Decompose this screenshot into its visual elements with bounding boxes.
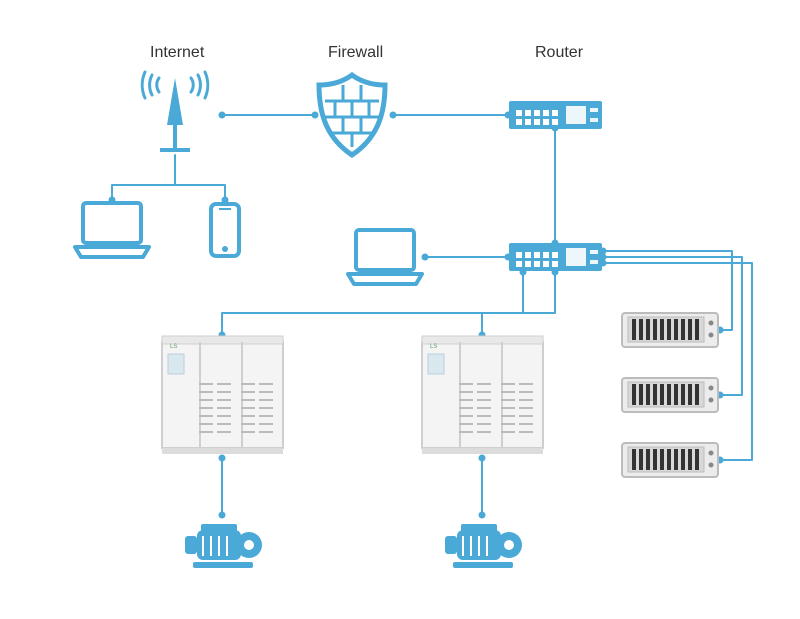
laptop2-laptop <box>344 226 426 288</box>
rack1-rack <box>620 307 720 353</box>
switch2-switch <box>508 242 603 272</box>
motor1-motor <box>183 516 267 574</box>
firewall-shield <box>313 71 391 159</box>
rack2-rack <box>620 372 720 418</box>
router-switch <box>508 100 603 130</box>
motor2-motor <box>443 516 527 574</box>
firewall-label: Firewall <box>328 44 383 62</box>
svg-text:LS: LS <box>430 344 437 350</box>
phone-phone <box>208 201 242 259</box>
cabinet1-cabinet: LS <box>160 334 285 456</box>
cabinet2-cabinet: LS <box>420 334 545 456</box>
router-label: Router <box>535 44 583 62</box>
internet-antenna <box>130 70 220 160</box>
laptop1-laptop <box>71 199 153 261</box>
svg-text:LS: LS <box>170 344 177 350</box>
internet-label: Internet <box>150 44 204 62</box>
rack3-rack <box>620 437 720 483</box>
